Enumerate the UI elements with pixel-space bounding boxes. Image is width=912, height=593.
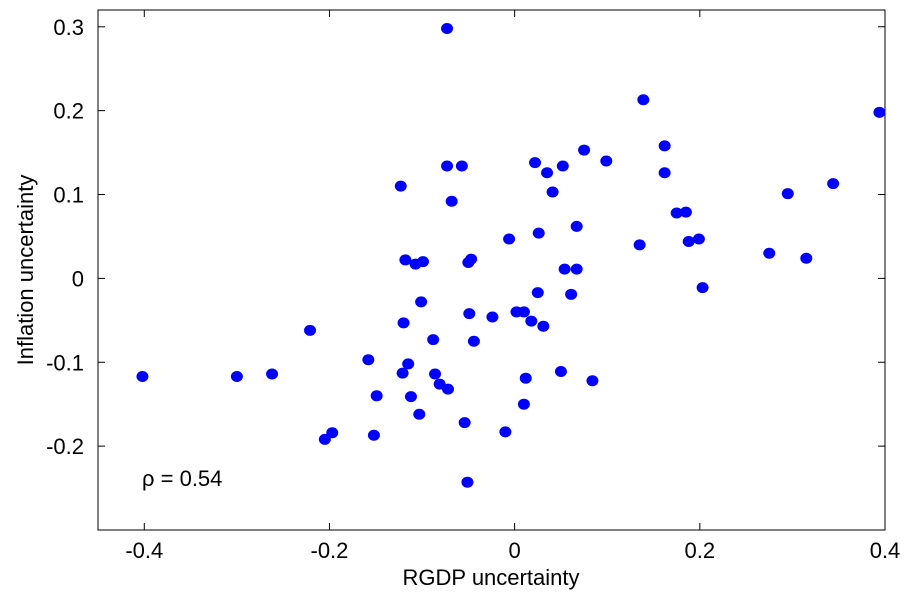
point	[304, 324, 317, 336]
annotation: ρ = 0.54	[142, 466, 222, 491]
y-tick-label: 0.1	[53, 183, 84, 208]
point	[230, 371, 243, 383]
point	[696, 282, 709, 294]
y-tick-label: -0.1	[46, 350, 84, 375]
point	[441, 160, 454, 172]
point	[326, 427, 339, 439]
point	[362, 354, 375, 366]
point	[781, 188, 794, 200]
point	[670, 207, 683, 219]
point	[565, 288, 578, 300]
y-tick-label: -0.2	[46, 434, 84, 459]
y-tick-label: 0.3	[53, 15, 84, 40]
point	[637, 94, 650, 106]
point	[499, 426, 512, 438]
point	[578, 144, 591, 156]
point	[370, 390, 383, 402]
point	[427, 334, 440, 346]
point	[463, 308, 476, 320]
point	[396, 367, 409, 379]
x-tick-label: -0.4	[125, 538, 163, 563]
x-tick-label: 0.2	[685, 538, 716, 563]
point	[554, 365, 567, 377]
point	[873, 106, 886, 118]
point	[658, 140, 671, 152]
point	[600, 155, 613, 167]
point	[529, 157, 542, 169]
point	[531, 287, 544, 299]
point	[517, 306, 530, 318]
point	[266, 368, 279, 380]
point	[537, 320, 550, 332]
point	[558, 263, 571, 275]
x-tick-label: 0.4	[870, 538, 901, 563]
point	[455, 160, 468, 172]
y-axis-label: Inflation uncertainty	[13, 175, 38, 366]
point	[402, 358, 415, 370]
x-tick-label: -0.2	[311, 538, 349, 563]
point	[570, 263, 583, 275]
point	[679, 206, 692, 218]
point	[445, 195, 458, 207]
point	[413, 408, 426, 420]
point	[397, 317, 410, 329]
point	[827, 178, 840, 190]
point	[399, 254, 412, 266]
y-tick-label: 0	[72, 266, 84, 291]
point	[318, 433, 331, 445]
point	[586, 375, 599, 387]
point	[416, 256, 429, 268]
point	[441, 383, 454, 395]
point	[461, 476, 474, 488]
point	[404, 391, 417, 403]
point	[692, 233, 705, 245]
point	[682, 235, 695, 247]
point	[367, 429, 380, 441]
point	[394, 180, 407, 192]
y-tick-label: 0.2	[53, 99, 84, 124]
point	[532, 227, 545, 239]
point	[503, 233, 516, 245]
point	[486, 311, 499, 323]
point	[458, 417, 471, 429]
point	[519, 372, 532, 384]
point	[546, 186, 559, 198]
point	[429, 368, 442, 380]
point	[415, 296, 428, 308]
x-axis-label: RGDP uncertainty	[403, 565, 580, 590]
point	[467, 335, 480, 347]
point	[441, 22, 454, 34]
point	[517, 398, 530, 410]
point	[462, 256, 475, 268]
x-tick-label: 0	[509, 538, 521, 563]
point	[800, 252, 813, 264]
point	[763, 247, 776, 259]
point	[633, 239, 646, 251]
point	[570, 220, 583, 232]
point	[658, 167, 671, 179]
point	[525, 315, 538, 327]
point	[541, 167, 554, 179]
plot-frame	[97, 9, 886, 531]
point	[136, 371, 149, 383]
point	[556, 160, 569, 172]
